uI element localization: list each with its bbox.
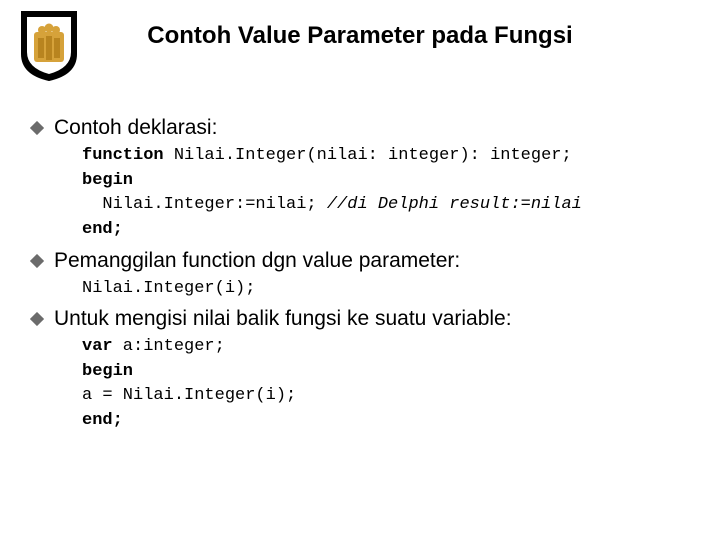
- bullet-text: Contoh deklarasi:: [54, 116, 217, 140]
- slide-title: Contoh Value Parameter pada Fungsi: [0, 22, 720, 50]
- code-text: Nilai.Integer(nilai: integer): integer;: [164, 146, 572, 165]
- code-keyword: function: [82, 146, 164, 165]
- code-keyword: begin: [82, 171, 133, 190]
- code-block-call: Nilai.Integer(i);: [82, 277, 690, 302]
- code-text: a = Nilai.Integer(i);: [82, 386, 296, 405]
- code-block-assign: var a:integer; begin a = Nilai.Integer(i…: [82, 335, 690, 434]
- bullet-item: Pemanggilan function dgn value parameter…: [30, 249, 690, 273]
- diamond-bullet-icon: [30, 121, 44, 135]
- slide: Contoh Value Parameter pada Fungsi Conto…: [0, 0, 720, 540]
- code-text: Nilai.Integer:=nilai;: [82, 195, 327, 214]
- code-text: a:integer;: [113, 337, 225, 356]
- code-keyword: begin: [82, 362, 133, 381]
- code-keyword: end;: [82, 411, 123, 430]
- code-keyword: var: [82, 337, 113, 356]
- code-text: Nilai.Integer(i);: [82, 279, 255, 298]
- code-comment: //di Delphi result:=nilai: [327, 195, 582, 214]
- diamond-bullet-icon: [30, 312, 44, 326]
- slide-body: Contoh deklarasi: function Nilai.Integer…: [30, 110, 690, 440]
- diamond-bullet-icon: [30, 254, 44, 268]
- code-block-declaration: function Nilai.Integer(nilai: integer): …: [82, 144, 690, 243]
- bullet-text: Untuk mengisi nilai balik fungsi ke suat…: [54, 307, 512, 331]
- bullet-item: Contoh deklarasi:: [30, 116, 690, 140]
- bullet-text: Pemanggilan function dgn value parameter…: [54, 249, 460, 273]
- code-keyword: end;: [82, 220, 123, 239]
- bullet-item: Untuk mengisi nilai balik fungsi ke suat…: [30, 307, 690, 331]
